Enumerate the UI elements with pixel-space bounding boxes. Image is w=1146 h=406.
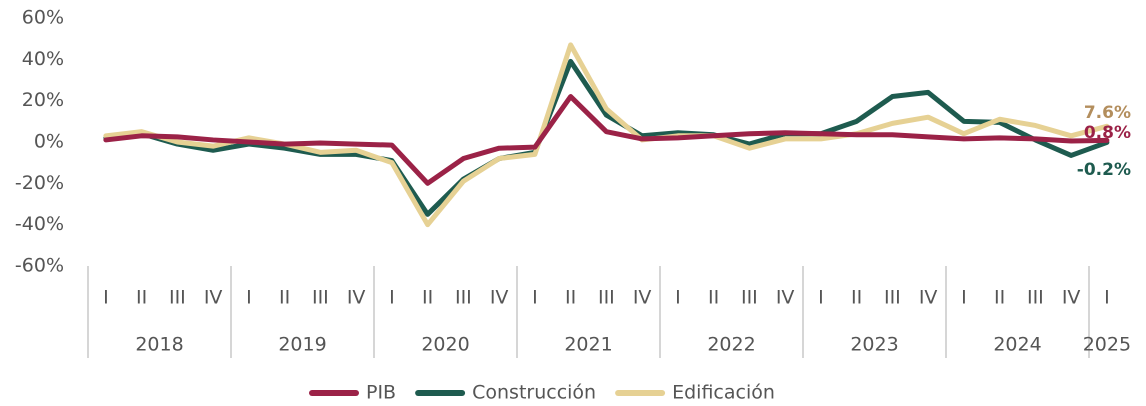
x-tick-label: II xyxy=(708,287,719,309)
x-tick-label: I xyxy=(1104,287,1110,309)
x-tick-label: I xyxy=(675,287,681,309)
y-tick-label: -40% xyxy=(15,213,64,235)
x-tick-label: III xyxy=(884,287,901,309)
x-tick-label: II xyxy=(136,287,147,309)
year-label: 2022 xyxy=(707,334,755,356)
x-tick-label: II xyxy=(851,287,862,309)
year-label: 2023 xyxy=(850,334,898,356)
year-label: 2025 xyxy=(1083,334,1131,356)
x-tick-label: IV xyxy=(1062,287,1081,309)
x-tick-label: II xyxy=(422,287,433,309)
x-tick-label: I xyxy=(246,287,252,309)
x-tick-label: II xyxy=(994,287,1005,309)
y-tick-label: 40% xyxy=(22,48,64,70)
year-label: 2020 xyxy=(421,334,469,356)
end-label: 7.6% xyxy=(1084,103,1131,123)
series-line xyxy=(103,58,1110,217)
y-tick-label: 0% xyxy=(34,131,64,153)
year-label: 2021 xyxy=(564,334,612,356)
x-tick-label: IV xyxy=(490,287,509,309)
x-tick-label: III xyxy=(455,287,472,309)
y-tick-label: -60% xyxy=(15,255,64,277)
x-tick-label: II xyxy=(279,287,290,309)
x-tick-label: III xyxy=(598,287,615,309)
x-tick-label: III xyxy=(741,287,758,309)
x-tick-label: III xyxy=(169,287,186,309)
series-line xyxy=(103,42,1110,228)
legend-label: PIB xyxy=(366,382,396,404)
x-tick-label: I xyxy=(818,287,824,309)
x-tick-label: II xyxy=(565,287,576,309)
x-tick-label: IV xyxy=(347,287,366,309)
year-label: 2019 xyxy=(278,334,326,356)
x-tick-label: I xyxy=(103,287,109,309)
legend-label: Edificación xyxy=(672,382,775,404)
x-tick-label: IV xyxy=(776,287,795,309)
year-label: 2018 xyxy=(135,334,183,356)
x-tick-label: I xyxy=(532,287,538,309)
x-tick-label: IV xyxy=(204,287,223,309)
legend-label: Construcción xyxy=(472,382,596,404)
y-tick-label: -20% xyxy=(15,172,64,194)
year-label: 2024 xyxy=(993,334,1041,356)
x-tick-label: IV xyxy=(633,287,652,309)
end-label: -0.2% xyxy=(1077,160,1131,180)
x-tick-label: III xyxy=(1027,287,1044,309)
x-tick-label: I xyxy=(961,287,967,309)
end-label: 0.8% xyxy=(1084,123,1131,143)
y-tick-label: 60% xyxy=(22,7,64,29)
y-tick-label: 20% xyxy=(22,89,64,111)
x-tick-label: I xyxy=(389,287,395,309)
x-tick-label: IV xyxy=(919,287,938,309)
x-tick-label: III xyxy=(312,287,329,309)
series-line xyxy=(103,94,1110,186)
